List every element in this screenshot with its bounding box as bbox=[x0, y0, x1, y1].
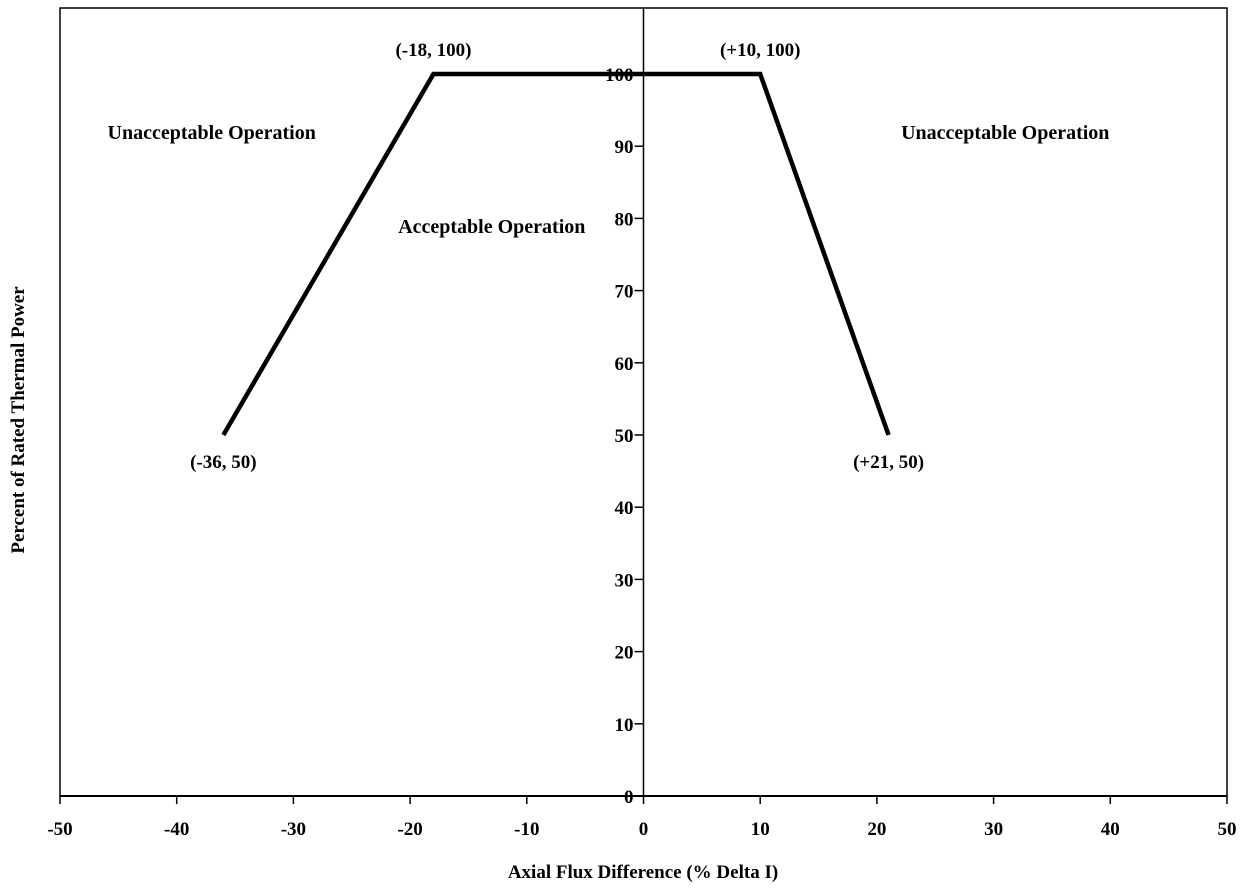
x-tick-label: 20 bbox=[867, 819, 886, 840]
y-axis-title: Percent of Rated Thermal Power bbox=[8, 286, 29, 554]
y-tick-label: 10 bbox=[615, 715, 634, 736]
x-tick-label: -50 bbox=[47, 819, 72, 840]
y-tick-label: 40 bbox=[615, 498, 634, 519]
x-axis-title: Axial Flux Difference (% Delta I) bbox=[508, 862, 778, 883]
limit-line bbox=[221, 71, 891, 437]
region-label: Unacceptable Operation bbox=[108, 122, 316, 144]
y-tick-label: 20 bbox=[615, 643, 634, 664]
point-label: (-18, 100) bbox=[395, 40, 471, 61]
region-label: Acceptable Operation bbox=[398, 216, 585, 238]
x-tick-label: 30 bbox=[984, 819, 1003, 840]
region-label: Unacceptable Operation bbox=[901, 122, 1109, 144]
region-labels: Unacceptable Operation Acceptable Operati… bbox=[108, 122, 1110, 238]
y-tick-label: 90 bbox=[615, 137, 634, 158]
x-tick-label: 50 bbox=[1218, 819, 1237, 840]
point-label: (+21, 50) bbox=[853, 452, 924, 473]
x-tick-label: 10 bbox=[751, 819, 770, 840]
y-tick-label: 30 bbox=[615, 570, 634, 591]
series-group bbox=[221, 71, 891, 437]
point-label: (-36, 50) bbox=[190, 452, 256, 473]
y-tick-label: 50 bbox=[615, 426, 634, 447]
point-labels: (-36, 50) (-18, 100) (+10, 100) (+21, 50) bbox=[190, 40, 924, 473]
y-tick-label: 70 bbox=[615, 282, 634, 303]
point-label: (+10, 100) bbox=[720, 40, 800, 61]
y-tick-label: 60 bbox=[615, 354, 634, 375]
x-tick-label: -40 bbox=[164, 819, 189, 840]
x-tick-label: -10 bbox=[514, 819, 539, 840]
x-tick-label: -30 bbox=[281, 819, 306, 840]
y-tick-label: 80 bbox=[615, 209, 634, 230]
y-tick-label: 0 bbox=[624, 787, 634, 808]
x-tick-label: -20 bbox=[397, 819, 422, 840]
tick-labels: -50 -40 -30 -20 -10 0 10 20 30 40 50 0 10 20 30 40 50 60 7… bbox=[47, 65, 1236, 840]
x-tick-label: 40 bbox=[1101, 819, 1120, 840]
x-tick-label: 0 bbox=[639, 819, 649, 840]
